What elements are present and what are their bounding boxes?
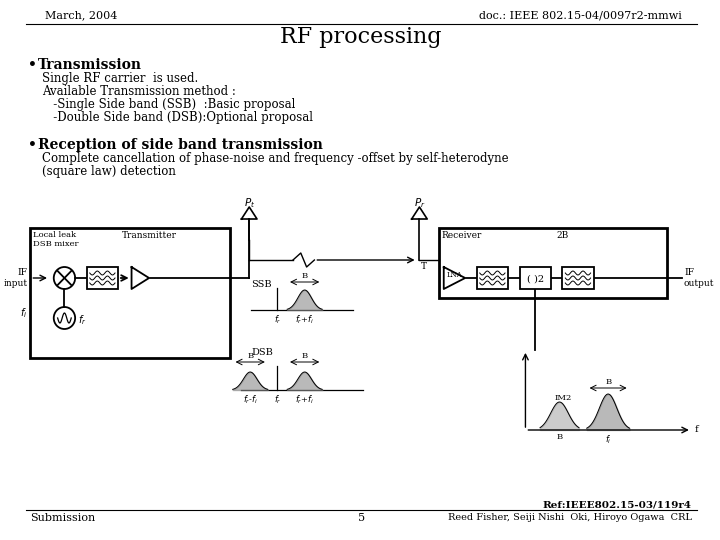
Text: LNA: LNA [446, 271, 462, 279]
Text: T: T [421, 262, 428, 271]
Text: Ref:IEEE802.15-03/119r4: Ref:IEEE802.15-03/119r4 [543, 500, 692, 509]
Text: $f_r$+$f_i$: $f_r$+$f_i$ [295, 393, 314, 406]
Bar [477, 267, 508, 289]
Text: $P_r$: $P_r$ [413, 196, 426, 210]
Text: $f_i$: $f_i$ [20, 306, 27, 320]
Text: IF
input: IF input [4, 268, 27, 288]
Text: (square law) detection: (square law) detection [42, 165, 176, 178]
Text: Available Transmission method :: Available Transmission method : [42, 85, 236, 98]
Text: B: B [302, 272, 307, 280]
Polygon shape [241, 207, 257, 219]
Text: $P_t$: $P_t$ [243, 196, 255, 210]
Text: IF
output: IF output [684, 268, 714, 288]
Text: B: B [302, 352, 307, 360]
Text: f: f [695, 426, 698, 435]
Text: •: • [29, 58, 37, 72]
Text: $f_r$: $f_r$ [274, 313, 282, 326]
Text: B: B [247, 352, 253, 360]
Text: $f_r$: $f_r$ [78, 313, 86, 327]
Text: $f_r$: $f_r$ [274, 393, 282, 406]
Polygon shape [444, 267, 465, 289]
Text: Receiver: Receiver [442, 231, 482, 240]
Bar [30, 228, 230, 358]
Text: Single RF carrier  is used.: Single RF carrier is used. [42, 72, 198, 85]
Text: Complete cancellation of phase-noise and frequency -offset by self-heterodyne: Complete cancellation of phase-noise and… [42, 152, 509, 165]
Bar [439, 228, 667, 298]
Text: Local leak
DSB mixer: Local leak DSB mixer [33, 231, 78, 248]
Text: $f_r$+$f_i$: $f_r$+$f_i$ [295, 313, 314, 326]
Text: -Single Side band (SSB)  :Basic proposal: -Single Side band (SSB) :Basic proposal [42, 98, 295, 111]
Bar [520, 267, 551, 289]
Text: SSB: SSB [251, 280, 271, 289]
Polygon shape [412, 207, 427, 219]
Text: doc.: IEEE 802.15-04/0097r2-mmwi: doc.: IEEE 802.15-04/0097r2-mmwi [479, 10, 682, 20]
Polygon shape [132, 267, 149, 289]
Text: DSB: DSB [251, 348, 273, 357]
Text: Submission: Submission [30, 513, 96, 523]
Text: Transmitter: Transmitter [122, 231, 177, 240]
Text: 5: 5 [358, 513, 364, 523]
Text: ( )2: ( )2 [526, 274, 544, 284]
Text: $f_r$-$f_i$: $f_r$-$f_i$ [243, 393, 258, 406]
Text: •: • [29, 138, 37, 152]
Text: Reception of side band transmission: Reception of side band transmission [38, 138, 323, 152]
Text: March, 2004: March, 2004 [45, 10, 117, 20]
Text: Transmission: Transmission [38, 58, 142, 72]
Text: 2B: 2B [557, 231, 569, 240]
Text: B: B [605, 378, 611, 386]
Bar [562, 267, 593, 289]
Bar [87, 267, 118, 289]
Text: Reed Fisher, Seiji Nishi  Oki, Hiroyo Ogawa  CRL: Reed Fisher, Seiji Nishi Oki, Hiroyo Oga… [448, 513, 692, 522]
Text: $f_i$: $f_i$ [605, 433, 611, 446]
Text: RF processing: RF processing [280, 26, 442, 48]
Text: -Double Side band (DSB):Optional proposal: -Double Side band (DSB):Optional proposa… [42, 111, 313, 124]
Text: B: B [557, 433, 562, 441]
Text: IM2: IM2 [554, 394, 572, 402]
